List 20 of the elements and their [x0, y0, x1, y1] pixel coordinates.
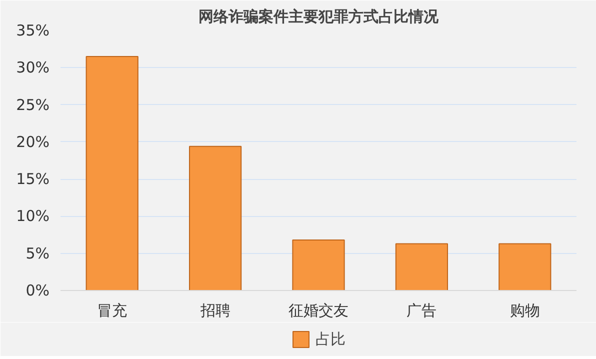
y-tick-label: 5%	[26, 244, 50, 262]
y-tick-label: 30%	[16, 58, 50, 77]
bar	[189, 146, 242, 290]
chart-title: 网络诈骗案件主要犯罪方式占比情况	[198, 8, 440, 26]
y-tick-label: 35%	[16, 22, 50, 40]
y-tick-label: 25%	[16, 96, 50, 114]
legend-label: 占比	[316, 330, 346, 348]
x-tick-label: 广告	[406, 302, 437, 320]
x-tick-label: 征婚交友	[288, 302, 348, 320]
bar	[292, 239, 345, 290]
y-tick-label: 15%	[16, 170, 50, 188]
x-tick-label: 购物	[510, 302, 540, 320]
bar	[86, 56, 138, 290]
x-tick-label: 招聘	[199, 302, 230, 320]
y-tick-label: 20%	[16, 132, 50, 151]
x-tick-label: 冒充	[97, 302, 128, 320]
y-tick-label: 0%	[26, 282, 50, 300]
y-tick-label: 10%	[16, 207, 50, 226]
bar	[498, 243, 552, 290]
bar	[395, 243, 448, 290]
